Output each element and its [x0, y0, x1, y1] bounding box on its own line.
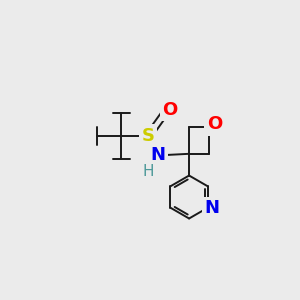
Text: S: S: [142, 127, 155, 145]
Text: N: N: [204, 199, 219, 217]
Text: H: H: [142, 164, 154, 178]
Text: O: O: [162, 101, 178, 119]
Text: N: N: [150, 146, 165, 164]
Text: O: O: [207, 115, 222, 133]
